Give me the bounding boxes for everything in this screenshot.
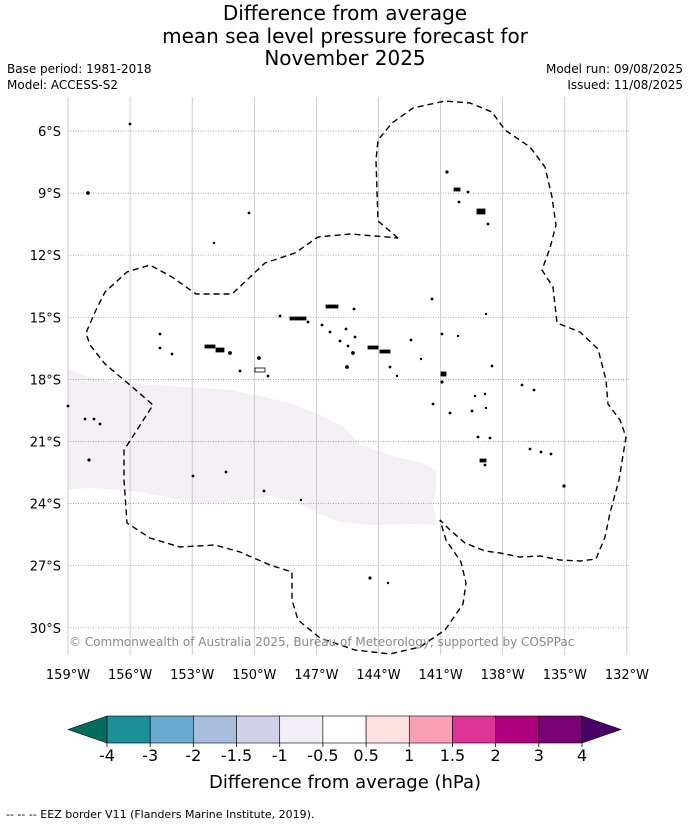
colorbar-bin [279,715,324,744]
islands [66,122,566,585]
lon-label: 147°W [294,668,338,683]
lat-label: 24°S [30,498,61,513]
lon-label: 132°W [605,668,649,683]
colorbar-bin [538,715,583,744]
colorbar-bin [495,715,540,744]
lat-label: 18°S [30,373,61,388]
colorbar-bin [452,715,496,744]
colorbar-tick-label: 4 [577,746,587,765]
colorbar-tick-label: -1.5 [221,746,252,765]
lat-label: 27°S [30,560,61,575]
base-period: Base period: 1981-2018 [7,62,152,76]
lon-label: 153°W [170,668,214,683]
eez-border [85,100,627,655]
lat-label: 15°S [30,311,61,326]
colorbar-label: Difference from average (hPa) [209,772,481,793]
lon-label: 144°W [356,668,400,683]
colorbar-tick-label: -3 [142,746,158,765]
meta-left: Base period: 1981-2018 Model: ACCESS-S2 [7,61,152,93]
issued-date: Issued: 11/08/2025 [567,78,683,92]
lon-label: 138°W [481,668,525,683]
title-line-2: mean sea level pressure forecast for [162,23,528,48]
latitude-labels: 6°S 9°S 12°S 15°S 18°S 21°S 24°S 27°S 30°S [30,125,61,637]
lon-label: 150°W [232,668,276,683]
colorbar-bin [365,715,410,744]
title-line-1: Difference from average [222,1,468,25]
colorbar-tick-label: 1 [404,746,414,765]
longitude-labels: 159°W 156°W 153°W 150°W 147°W 144°W 141°W 138°W… [46,668,649,683]
colorbar-tick-label: 0.5 [353,746,378,765]
meta-right: Model run: 09/08/2025 Issued: 11/08/2025 [546,61,683,93]
copyright-text: © Commonwealth of Australia 2025, Bureau… [69,635,574,649]
colorbar-bins [106,715,583,744]
colorbar-tick-label: 3 [534,746,544,765]
colorbar-bin [408,715,453,744]
anomaly-region [68,368,437,525]
lat-label: 21°S [30,436,61,451]
lat-label: 6°S [38,125,61,140]
model-name: Model: ACCESS-S2 [7,78,119,92]
lat-label: 9°S [38,187,61,202]
colorbar-tick-label: -1 [272,746,288,765]
colorbar-tick-label: -0.5 [307,746,338,765]
colorbar-bin [149,715,194,744]
eez-footnote: -- -- -- EEZ border V11 (Flanders Marine… [6,808,315,821]
colorbar-bin [236,715,281,744]
colorbar-extend-low [67,715,108,744]
colorbar-tick-label: -2 [185,746,201,765]
colorbar-bin [106,715,151,744]
lon-label: 141°W [419,668,463,683]
colorbar: -4 -3 -2 -1.5 -1 -0.5 0.5 1 1.5 2 3 4 Difference fr… [67,715,622,793]
colorbar-tick-label: -4 [99,746,115,765]
colorbar-extend-high [581,715,622,744]
gridlines [67,97,630,655]
lat-label: 12°S [30,249,61,264]
colorbar-tick-label: 2 [491,746,501,765]
colorbar-ticks: -4 -3 -2 -1.5 -1 -0.5 0.5 1 1.5 2 3 4 [99,743,587,765]
colorbar-tick-label: 1.5 [440,746,465,765]
lon-label: 156°W [108,668,152,683]
lon-label: 135°W [543,668,587,683]
title-line-3: November 2025 [264,46,426,70]
colorbar-bin [193,715,237,744]
chart-title: Difference from average mean sea level p… [0,2,690,70]
lon-label: 159°W [46,668,90,683]
colorbar-bin [322,715,367,744]
lat-label: 30°S [30,622,61,637]
model-run: Model run: 09/08/2025 [545,62,683,76]
